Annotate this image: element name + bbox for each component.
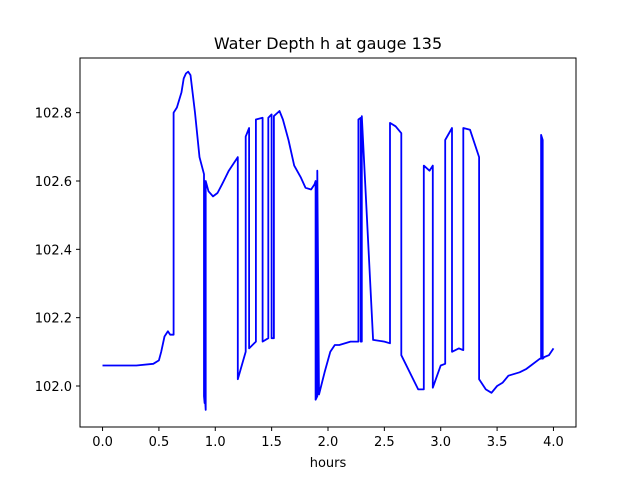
y-tick-label: 102.8 [35,107,72,122]
x-tick-label: 0.0 [92,435,113,450]
x-tick-label: 3.0 [430,435,451,450]
y-tick-label: 102.4 [35,243,72,258]
x-tick-label: 2.5 [374,435,395,450]
y-tick-label: 102.2 [35,312,72,327]
axes-frame [79,57,577,428]
x-tick-label: 2.0 [318,435,339,450]
x-tick-label: 4.0 [543,435,564,450]
y-tick-label: 102.0 [35,380,72,395]
x-tick-label: 3.5 [487,435,508,450]
series-line [102,70,555,411]
x-tick-label: 0.5 [149,435,170,450]
y-axis-ticks: 102.0 102.2 102.4 102.6 102.8 [35,107,80,395]
x-tick-label: 1.5 [261,435,282,450]
x-axis-label: hours [310,456,347,471]
plot-layer [102,70,555,411]
x-tick-label: 1.0 [205,435,226,450]
y-tick-label: 102.6 [35,175,72,190]
x-axis-ticks: 0.0 0.5 1.0 1.5 2.0 2.5 3.0 3.5 4.0 [92,427,564,450]
chart-title: Water Depth h at gauge 135 [214,34,442,53]
